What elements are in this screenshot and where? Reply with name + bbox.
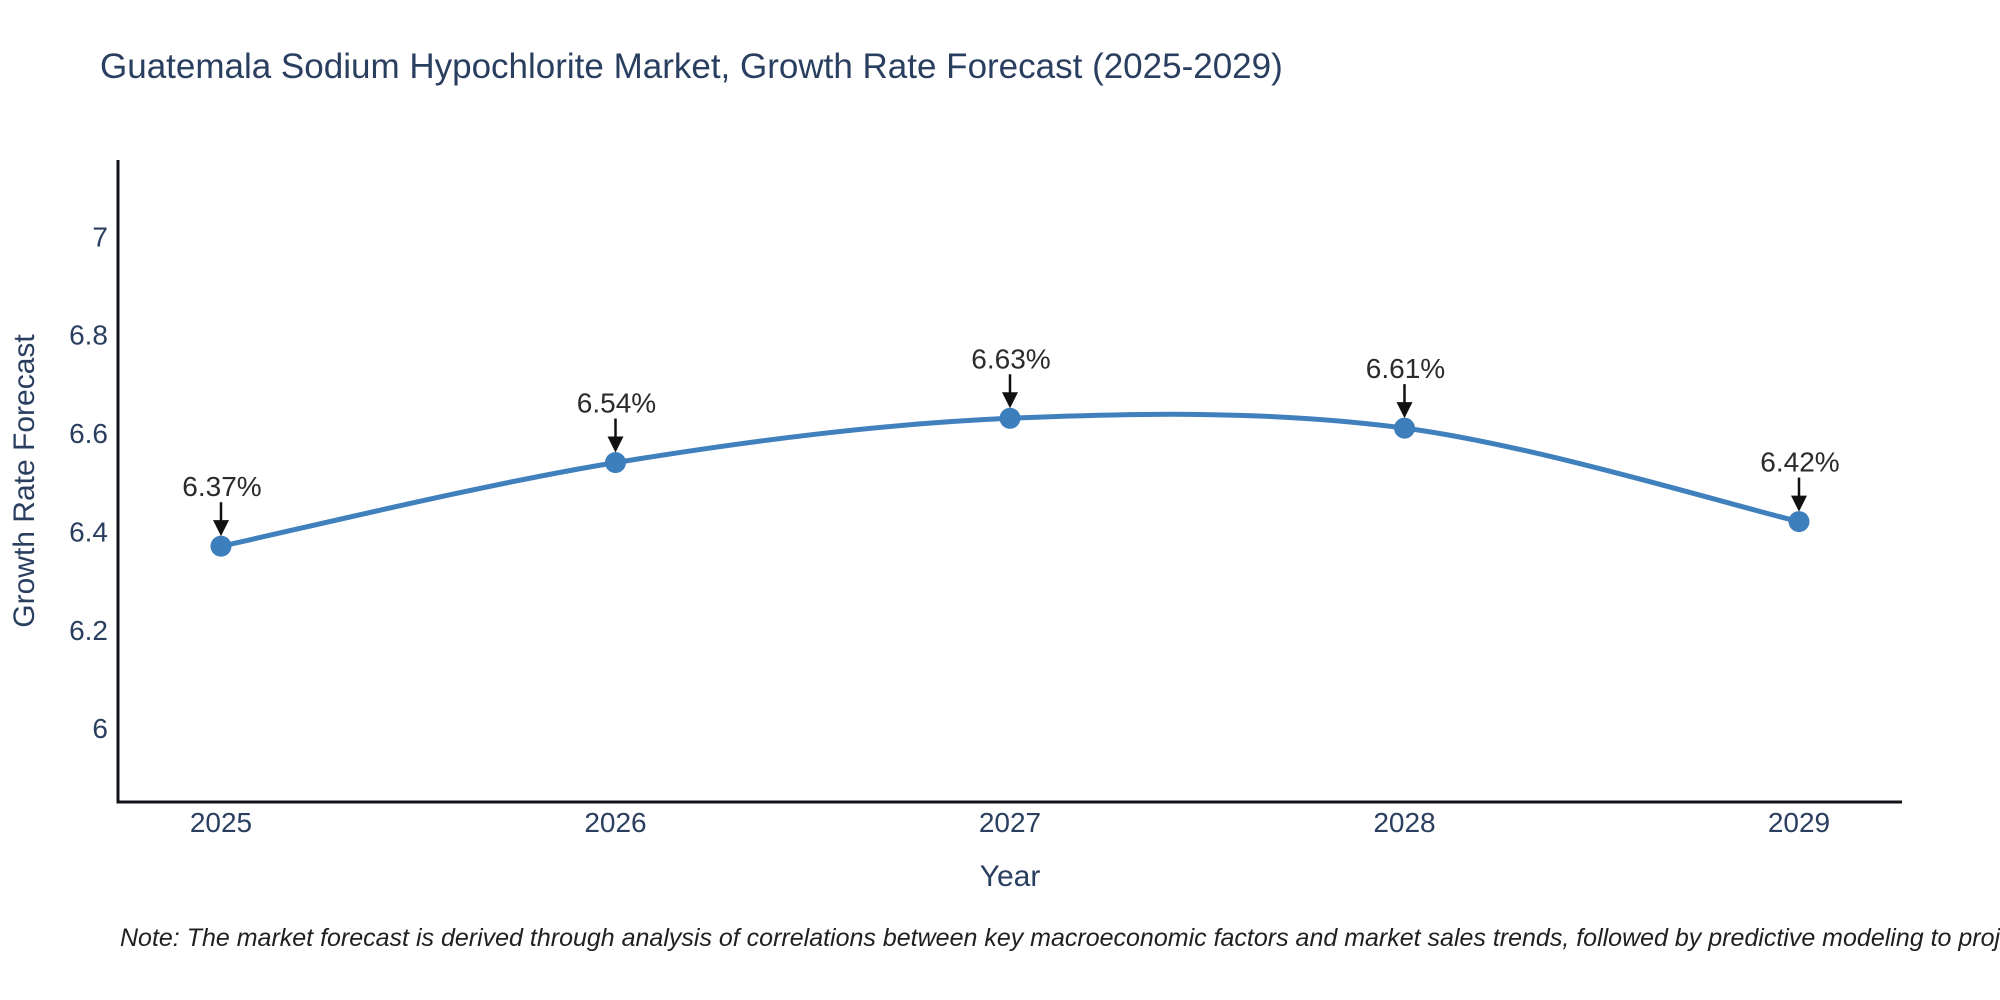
y-tick-label: 6.2 [69,615,108,646]
x-tick-label: 2027 [979,807,1041,838]
y-axis-tick-labels: 6 6.2 6.4 6.6 6.8 7 [69,221,108,744]
point-annotation-label: 6.37% [182,471,261,502]
x-tick-label: 2026 [584,807,646,838]
annotation-arrowhead-icon [213,520,229,537]
point-annotation-label: 6.61% [1366,353,1445,384]
y-tick-label: 6.6 [69,418,108,449]
chart-footnote: Note: The market forecast is derived thr… [120,924,2000,952]
data-point-marker[interactable] [1788,511,1810,533]
x-axis-tick-labels: 2025 2026 2027 2028 2029 [190,807,1830,838]
y-axis-title: Growth Rate Forecast [8,334,41,628]
y-tick-label: 6.4 [69,516,108,547]
annotation-arrowhead-icon [607,436,624,453]
growth-rate-line [218,411,1802,549]
point-annotation-label: 6.63% [971,343,1050,374]
x-tick-label: 2025 [190,807,252,838]
chart-title: Guatemala Sodium Hypochlorite Market, Gr… [100,47,1283,86]
annotation-arrowhead-icon [1396,402,1413,419]
data-point-marker[interactable] [605,452,626,474]
data-series [210,407,1810,557]
x-tick-label: 2028 [1373,807,1435,838]
y-tick-label: 6 [92,713,108,744]
data-point-marker[interactable] [1394,417,1415,439]
point-annotations: 6.37% 6.54% 6.63% 6.61% 6.42% [182,343,1840,537]
data-point-marker[interactable] [999,407,1021,429]
data-point-marker[interactable] [210,535,232,557]
x-tick-label: 2029 [1768,807,1830,838]
point-annotation-label: 6.54% [577,388,656,419]
y-tick-label: 7 [92,221,108,252]
annotation-arrowhead-icon [1002,392,1018,409]
point-annotation-label: 6.42% [1760,447,1839,478]
x-axis-title: Year [980,860,1041,893]
annotation-arrowhead-icon [1791,495,1807,512]
y-tick-label: 6.8 [69,320,108,351]
